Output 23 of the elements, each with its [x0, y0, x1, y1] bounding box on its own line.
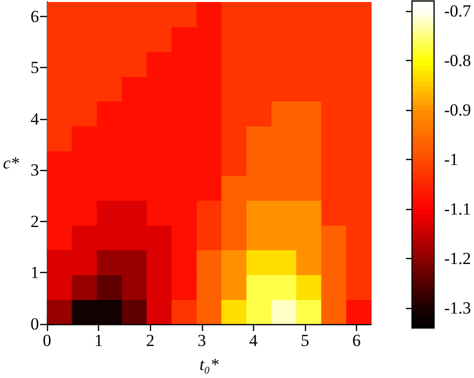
color-bar-label: -1 — [444, 150, 458, 170]
color-bar-label: -0.9 — [444, 100, 472, 120]
color-bar-label: -1.1 — [444, 200, 472, 219]
y-tick-label: 4 — [30, 109, 40, 128]
y-tick-label: 1 — [30, 263, 40, 282]
y-tick-label: 0 — [30, 314, 40, 334]
x-tick-label: 2 — [146, 331, 154, 350]
y-tick-label: 5 — [30, 58, 40, 78]
x-tick-label: 5 — [300, 331, 310, 350]
y-axis-title: c* — [3, 154, 20, 172]
x-axis-title: t₀* — [199, 355, 220, 374]
y-tick-label: 2 — [30, 212, 40, 231]
x-tick-label: 1 — [94, 331, 103, 350]
x-tick-label: 4 — [249, 331, 258, 350]
x-tick-label: 3 — [198, 331, 206, 350]
x-tick-label: 0 — [42, 331, 52, 350]
color-bar-label: -1.2 — [444, 249, 472, 268]
x-tick-label: 6 — [352, 331, 361, 350]
y-tick-label: 6 — [30, 6, 40, 26]
y-tick-label: 3 — [30, 160, 40, 180]
color-bar-label: -0.8 — [444, 50, 472, 70]
color-bar-label: -1.3 — [444, 298, 472, 318]
color-bar-label: -0.7 — [444, 1, 472, 20]
